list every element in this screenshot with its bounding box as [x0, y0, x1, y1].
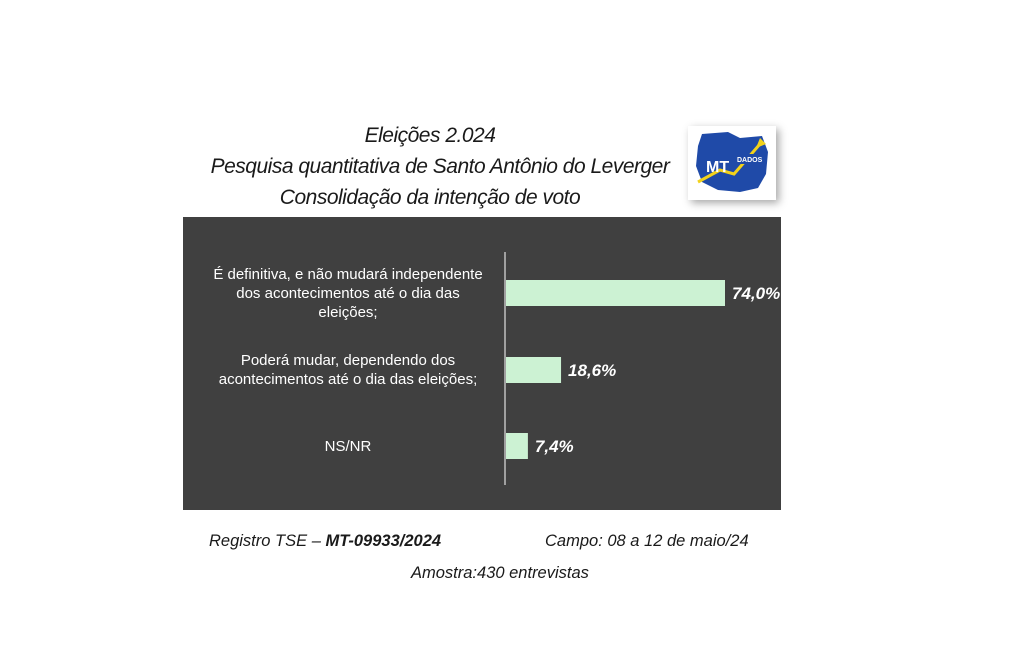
- bar-value-label-1: 74,0%: [732, 284, 780, 303]
- bar-1: [506, 280, 725, 306]
- logo-text-main: MT: [706, 159, 729, 176]
- logo-arrow-head: [756, 138, 766, 148]
- bar-2: [506, 357, 562, 383]
- logo-map-shape: [696, 132, 768, 192]
- category-label-2-line-1: Poderá mudar, dependendo dos: [240, 352, 456, 369]
- amostra-size: Amostra:430 entrevistas: [411, 564, 589, 582]
- chart-title-line-1: Eleições 2.024: [364, 124, 496, 147]
- chart-title-line-3: Consolidação da intenção de voto: [279, 186, 581, 209]
- chart-panel: 74,0% 18,6% 7,4% É definitiva, e não mudar…: [183, 217, 781, 510]
- bar-chart: 74,0% 18,6% 7,4%: [504, 252, 780, 485]
- category-label-1-line-2: dos acontecimentos até o dia das: [236, 284, 460, 302]
- registro-tse: Registro TSE – MT-09933/2024: [209, 532, 441, 551]
- chart-title-block: Eleições 2.024 Pesquisa quantitativa de …: [160, 120, 700, 213]
- campo-dates: Campo: 08 a 12 de maio/24: [545, 532, 749, 550]
- bar-value-label-3: 7,4%: [535, 437, 574, 456]
- registro-code: MT-09933/2024: [325, 532, 442, 550]
- category-label-1: É definitiva, e não mudará independente d…: [203, 265, 493, 322]
- logo-text-sub: DADOS: [737, 157, 763, 164]
- category-label-3: NS/NR: [203, 437, 493, 456]
- bar-value-label-2: 18,6%: [568, 361, 616, 380]
- category-label-1-line-3: eleições;: [318, 303, 378, 321]
- mt-dados-logo-icon: MT DADOS: [696, 132, 768, 192]
- mt-dados-logo: MT DADOS: [688, 126, 776, 200]
- category-label-2-line-2: acontecimentos até o dia das eleições;: [218, 371, 478, 388]
- logo-sub-bg: [734, 154, 764, 164]
- category-label-1-line-1: É definitiva, e não mudará independente: [213, 265, 483, 283]
- bar-3: [506, 433, 528, 459]
- category-label-3-line-1: NS/NR: [324, 437, 372, 455]
- category-label-2: Poderá mudar, dependendo dos aconteciment…: [203, 351, 493, 389]
- registro-prefix: Registro TSE –: [209, 532, 326, 550]
- chart-title-line-2: Pesquisa quantitativa de Santo Antônio d…: [210, 155, 670, 178]
